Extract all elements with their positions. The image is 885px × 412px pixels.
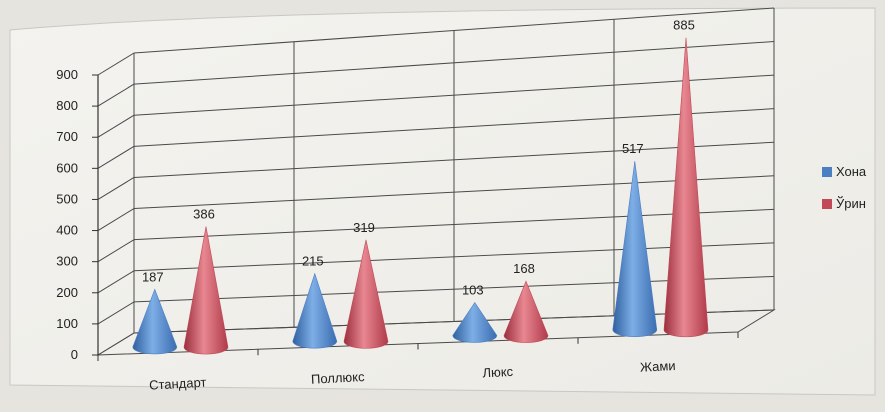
gridline-side [97, 270, 135, 294]
gridline-side [97, 114, 135, 138]
y-tick-label: 500 [56, 191, 78, 206]
gridline-side [97, 145, 135, 169]
data-label: 319 [353, 220, 375, 235]
y-tick-label: 600 [56, 160, 78, 175]
chart-series [132, 37, 709, 355]
gridline-side [97, 52, 135, 76]
cone [292, 272, 338, 349]
legend-swatch [822, 199, 832, 209]
y-tick-label: 900 [56, 67, 78, 82]
y-tick-label: 400 [56, 223, 78, 238]
data-label: 885 [673, 18, 695, 33]
gridline-side [97, 177, 135, 200]
data-label: 187 [142, 269, 164, 284]
data-label: 168 [513, 261, 535, 276]
x-tick-label: Стандарт [149, 375, 207, 393]
data-label: 215 [302, 254, 324, 269]
y-axis: 0 100 200 300 400 500 600 700 800 900 [56, 67, 739, 362]
y-tick-label: 700 [56, 129, 78, 144]
cone [452, 301, 498, 343]
y-tick-label: 200 [56, 285, 78, 300]
data-labels: 187 386 215 319 103 168 517 885 [142, 18, 695, 298]
cone [663, 37, 709, 338]
legend: Хона Ўрин [822, 164, 867, 211]
x-tick-label: Люкс [482, 364, 514, 381]
legend-label: Хона [836, 164, 867, 179]
gridline-side [97, 301, 135, 325]
x-tick-label: Поллюкс [311, 369, 366, 387]
y-tick-label: 0 [71, 347, 78, 362]
gridline-side [97, 239, 135, 263]
gridline-side [97, 208, 135, 231]
cone [132, 288, 178, 355]
cone [612, 161, 658, 338]
data-label: 517 [622, 141, 644, 156]
cone [503, 280, 549, 343]
chart-grid [96, 7, 776, 356]
gridline-side [97, 83, 135, 107]
y-tick-label: 300 [56, 254, 78, 269]
x-tick-label: Жами [640, 358, 676, 375]
legend-label: Ўрин [836, 196, 866, 211]
y-tick-label: 800 [56, 98, 78, 113]
data-label: 386 [193, 207, 215, 222]
x-axis: Стандарт Поллюкс Люкс Жами [149, 358, 676, 393]
cone [343, 239, 389, 349]
y-tick-label: 100 [56, 316, 78, 331]
legend-swatch [822, 167, 832, 177]
cone [183, 226, 229, 355]
data-label: 103 [462, 282, 484, 297]
